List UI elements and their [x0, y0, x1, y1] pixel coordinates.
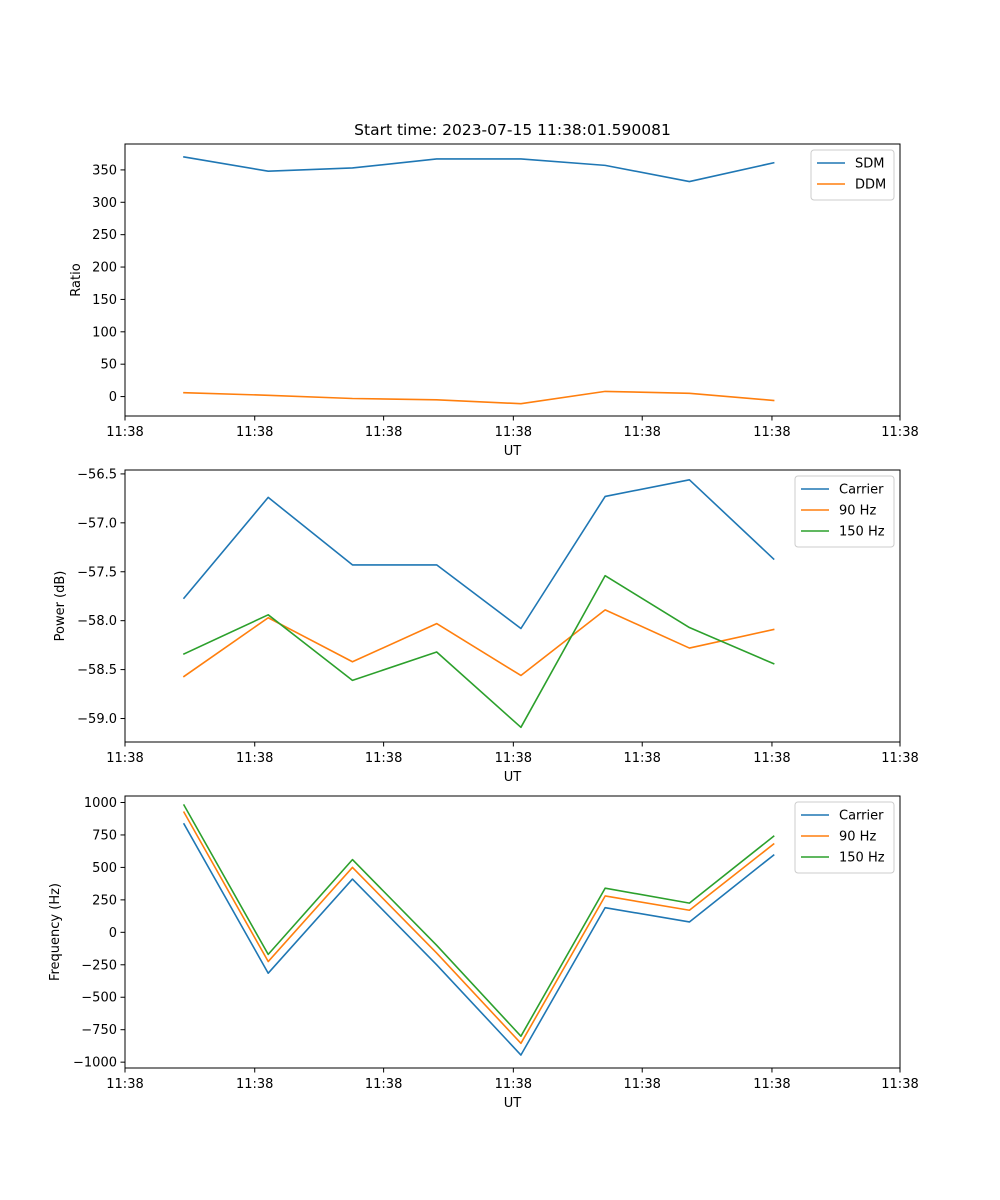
chart-panels: 11:38 11:38 11:38 11:38 11:38 11:38 11:38 0 50 10… — [48, 121, 919, 1111]
x-tick-label: 11:38 — [753, 425, 790, 440]
axes-frame — [124, 469, 901, 743]
x-axis-label: UT — [504, 1096, 522, 1111]
legend-box — [794, 475, 895, 548]
series-line-ddm — [183, 390, 775, 405]
series-line-carrier — [182, 822, 775, 1056]
chart-panel-2: 11:38 11:38 11:38 11:38 11:38 11:38 11:38 −59.0… — [53, 467, 919, 785]
chart-panel-1: 11:38 11:38 11:38 11:38 11:38 11:38 11:38 0 50 10… — [69, 121, 919, 459]
x-tick-label: 11:38 — [753, 751, 790, 766]
x-tick-label: 11:38 — [495, 1077, 532, 1092]
series-line-150-hz — [182, 804, 775, 1037]
chart-title: Start time: 2023-07-15 11:38:01.590081 — [354, 121, 671, 139]
legend-label: 150 Hz — [839, 525, 885, 540]
axes-frame — [124, 143, 901, 417]
x-tick-label: 11:38 — [106, 425, 143, 440]
y-tick-label: −57.5 — [77, 565, 117, 580]
y-axis-label: Frequency (Hz) — [48, 883, 63, 981]
series-line-sdm — [183, 156, 775, 183]
x-tick-label: 11:38 — [623, 425, 660, 440]
legend-label: 90 Hz — [839, 504, 876, 519]
legend-label: Carrier — [839, 483, 884, 498]
legend-label: 150 Hz — [839, 851, 885, 866]
y-tick-label: 250 — [92, 228, 117, 243]
x-axis-label: UT — [504, 770, 522, 785]
y-tick-label: −750 — [81, 1023, 117, 1038]
y-axis-label: Power (dB) — [53, 571, 68, 642]
y-tick-label: −58.0 — [77, 614, 117, 629]
x-tick-label: 11:38 — [106, 751, 143, 766]
y-tick-label: −500 — [81, 991, 117, 1006]
plot-area — [125, 470, 900, 742]
x-tick-label: 11:38 — [236, 751, 273, 766]
x-tick-label: 11:38 — [236, 425, 273, 440]
y-tick-label: 50 — [100, 358, 117, 373]
y-tick-label: −1000 — [73, 1056, 117, 1071]
y-tick-label: 0 — [109, 926, 117, 941]
y-tick-label: 300 — [92, 196, 117, 211]
y-tick-label: 0 — [109, 390, 117, 405]
x-tick-label: 11:38 — [495, 751, 532, 766]
series-line-carrier — [182, 478, 775, 630]
y-tick-label: 150 — [92, 293, 117, 308]
series-line-90-hz — [182, 811, 775, 1045]
plot-area — [125, 144, 900, 416]
y-tick-label: 200 — [92, 261, 117, 276]
y-tick-label: 750 — [92, 828, 117, 843]
y-tick-label: 500 — [92, 861, 117, 876]
legend-label: 90 Hz — [839, 830, 876, 845]
chart-panel-3: 11:38 11:38 11:38 11:38 11:38 11:38 11:38 −1000… — [48, 795, 919, 1111]
x-tick-label: 11:38 — [881, 425, 918, 440]
x-tick-label: 11:38 — [881, 751, 918, 766]
x-tick-label: 11:38 — [881, 1077, 918, 1092]
series-line-150-hz — [182, 574, 775, 729]
x-axis-label: UT — [504, 444, 522, 459]
x-tick-label: 11:38 — [236, 1077, 273, 1092]
legend: Carrier 90 Hz 150 Hz — [794, 475, 895, 548]
legend-label: DDM — [855, 178, 886, 193]
x-tick-label: 11:38 — [106, 1077, 143, 1092]
y-tick-label: 100 — [92, 325, 117, 340]
y-tick-label: −250 — [81, 958, 117, 973]
y-tick-label: −59.0 — [77, 712, 117, 727]
y-tick-label: −56.5 — [77, 467, 117, 482]
x-tick-label: 11:38 — [753, 1077, 790, 1092]
y-axis-label: Ratio — [69, 263, 84, 296]
legend-box — [794, 801, 895, 874]
legend: Carrier 90 Hz 150 Hz — [794, 801, 895, 874]
legend-label: Carrier — [839, 809, 884, 824]
plot-area — [125, 796, 900, 1068]
y-tick-label: −58.5 — [77, 663, 117, 678]
y-tick-label: 350 — [92, 163, 117, 178]
legend-label: SDM — [855, 157, 884, 172]
x-tick-label: 11:38 — [495, 425, 532, 440]
x-tick-label: 11:38 — [365, 751, 402, 766]
x-tick-label: 11:38 — [365, 1077, 402, 1092]
y-tick-label: 250 — [92, 893, 117, 908]
x-tick-label: 11:38 — [365, 425, 402, 440]
legend: SDM DDM — [810, 149, 895, 201]
y-tick-label: 1000 — [84, 796, 117, 811]
y-tick-label: −57.0 — [77, 516, 117, 531]
x-tick-label: 11:38 — [623, 1077, 660, 1092]
x-tick-label: 11:38 — [623, 751, 660, 766]
